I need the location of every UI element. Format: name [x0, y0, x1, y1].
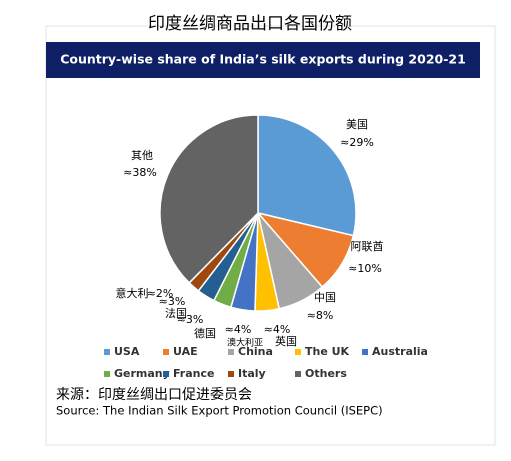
slice-value: ≈3%	[177, 313, 204, 326]
legend-label: Australia	[372, 345, 428, 358]
slice-value: ≈2%	[147, 287, 174, 300]
legend-label: USA	[114, 345, 140, 358]
slice-value: ≈10%	[348, 262, 382, 275]
slice-name: 英国	[275, 334, 297, 348]
pie-slice	[257, 114, 357, 237]
legend-swatch	[362, 349, 368, 355]
slice-name: 法国	[165, 306, 187, 320]
slice-name: 澳大利亚	[227, 337, 263, 349]
legend-label: UAE	[173, 345, 198, 358]
slice-value: ≈8%	[307, 309, 334, 322]
slice-name: 阿联酋	[351, 239, 384, 253]
slice-value: ≈3%	[159, 295, 186, 308]
source-en: Source: The Indian Silk Export Promotion…	[56, 404, 383, 418]
legend-label: China	[238, 345, 273, 358]
legend-label: France	[173, 367, 214, 380]
slice-value: ≈29%	[340, 136, 374, 149]
slice-name: 美国	[346, 118, 368, 131]
legend-swatch	[163, 349, 169, 355]
legend-swatch	[228, 371, 234, 377]
slice-name: 中国	[314, 291, 336, 304]
slice-value: ≈4%	[264, 323, 291, 336]
legend-label: Italy	[238, 367, 266, 380]
legend-label: The UK	[305, 345, 350, 358]
legend-swatch	[228, 349, 234, 355]
slice-value: ≈38%	[123, 166, 157, 179]
chart-title: Country-wise share of India’s silk expor…	[60, 52, 466, 67]
legend-label: Germany	[114, 367, 170, 380]
slice-name: 意大利	[116, 286, 149, 300]
pie-slice	[159, 114, 259, 284]
legend-swatch	[163, 371, 169, 377]
legend-swatch	[295, 349, 301, 355]
slice-name: 德国	[194, 326, 216, 340]
legend-swatch	[104, 371, 110, 377]
slice-value: ≈4%	[225, 323, 252, 336]
slice-name: 其他	[131, 149, 153, 162]
heading: 印度丝绸商品出口各国份额	[148, 14, 352, 34]
legend-swatch	[104, 349, 110, 355]
title-banner	[46, 42, 480, 78]
legend-swatch	[295, 371, 301, 377]
source-cn: 来源：印度丝绸出口促进委员会	[56, 387, 252, 403]
legend-label: Others	[305, 367, 347, 380]
